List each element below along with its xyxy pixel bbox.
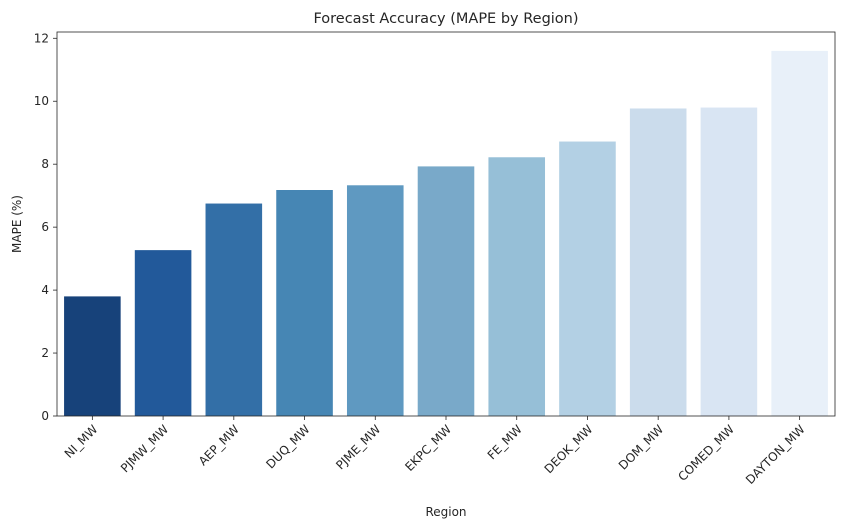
x-tick-label: FE_MW: [485, 422, 525, 462]
plot-frame: [56, 31, 836, 417]
x-tick-label: DAYTON_MW: [743, 422, 808, 487]
bar-comed-mw: [700, 107, 758, 416]
chart-title: Forecast Accuracy (MAPE by Region): [313, 11, 578, 27]
y-tick-label: 4: [41, 283, 49, 297]
x-axis-label: Region: [425, 505, 466, 519]
bar-duq-mw: [276, 190, 333, 416]
y-tick-label: 0: [41, 409, 49, 423]
x-axis: NI_MW PJMW_MW AEP_MW DUQ_MW PJME_MW EKPC_MW FE…: [62, 416, 808, 487]
y-tick-label: 6: [41, 220, 49, 234]
bar-deok-mw: [559, 141, 616, 416]
x-tick-label: DUQ_MW: [263, 422, 312, 471]
bar-dom-mw: [629, 108, 687, 417]
x-tick-label: PJMW_MW: [118, 422, 171, 475]
x-tick-label: NI_MW: [62, 422, 101, 461]
y-axis: 0 2 4 6 8 10 12: [34, 31, 57, 423]
x-tick-label: DOM_MW: [616, 422, 666, 472]
y-axis-label: MAPE (%): [10, 195, 24, 253]
y-tick-label: 8: [41, 157, 49, 171]
bar-ekpc-mw: [417, 166, 475, 416]
bar-aep-mw: [205, 203, 263, 416]
bar-pjme-mw: [346, 185, 404, 416]
y-tick-label: 12: [34, 31, 49, 45]
x-tick-label: DEOK_MW: [542, 422, 596, 476]
bars-group: [64, 50, 828, 417]
bar-ni-mw: [64, 296, 121, 416]
x-tick-label: EKPC_MW: [402, 422, 454, 474]
bar-pjmw-mw: [134, 250, 192, 416]
bar-dayton-mw: [771, 50, 828, 416]
bar-fe-mw: [488, 157, 546, 416]
x-tick-label: PJME_MW: [333, 422, 383, 472]
x-tick-label: COMED_MW: [675, 422, 737, 484]
x-tick-label: AEP_MW: [196, 422, 242, 468]
y-tick-label: 10: [34, 94, 49, 108]
y-tick-label: 2: [41, 346, 49, 360]
